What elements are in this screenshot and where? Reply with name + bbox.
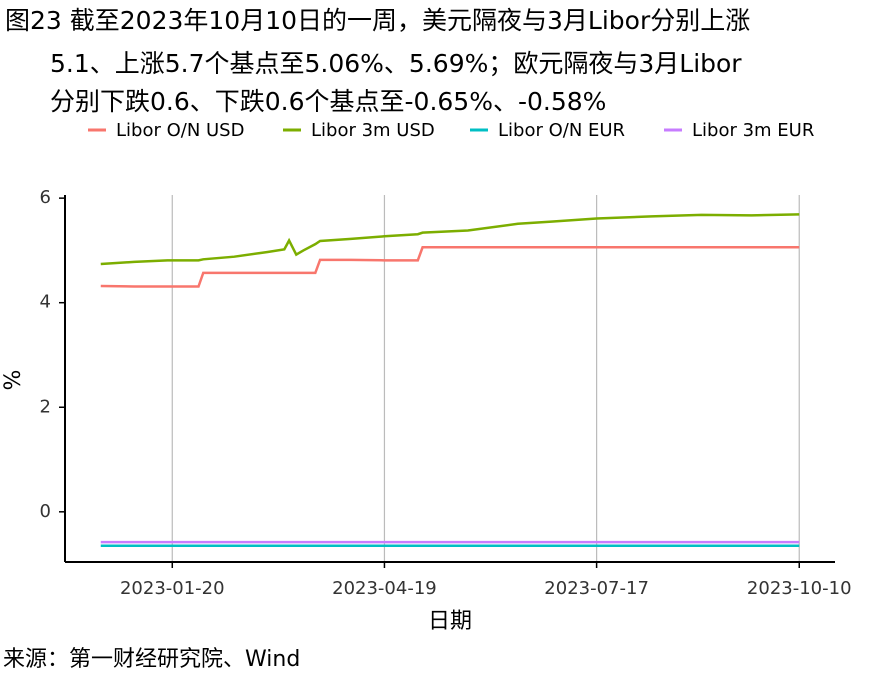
- x-tick-label: 2023-04-19: [332, 578, 437, 599]
- legend-label: Libor 3m EUR: [692, 120, 814, 141]
- x-tick-label: 2023-07-17: [544, 578, 649, 599]
- chart-title: 分别下跌0.6、下跌0.6个基点至-0.65%、-0.58%: [50, 87, 606, 116]
- y-tick-label: 6: [40, 187, 51, 208]
- y-tick-label: 2: [40, 396, 51, 417]
- source: 来源：第一财经研究院、Wind: [3, 647, 300, 672]
- data-line: [100, 213, 800, 266]
- y-tick-label: 4: [40, 292, 51, 313]
- chart-title: 图23 截至2023年10月10日的一周，美元隔夜与3月Libor分别上涨: [5, 6, 750, 35]
- x-tick-label: 2023-01-20: [120, 578, 225, 599]
- y-tick-label: 0: [40, 501, 51, 522]
- x-axis-label: 日期: [428, 609, 472, 634]
- legend-label: Libor O/N EUR: [498, 120, 625, 141]
- legend-label: Libor O/N USD: [116, 120, 244, 141]
- data-line: [100, 246, 800, 288]
- chart-title: 5.1、上涨5.7个基点至5.06%、5.69%；欧元隔夜与3月Libor: [50, 49, 742, 78]
- x-tick-label: 2023-10-10: [747, 578, 852, 599]
- legend-label: Libor 3m USD: [311, 120, 435, 141]
- y-axis-label: %: [1, 370, 26, 391]
